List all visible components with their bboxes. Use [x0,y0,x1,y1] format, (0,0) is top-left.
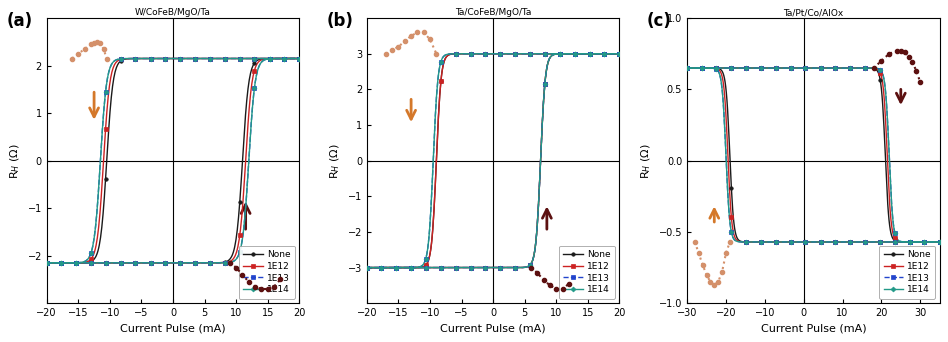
Text: (c): (c) [647,12,671,30]
Legend: None, 1E12, 1E13, 1E14: None, 1E12, 1E13, 1E14 [239,246,295,299]
Title: W/CoFeB/MgO/Ta: W/CoFeB/MgO/Ta [135,8,211,17]
X-axis label: Current Pulse (mA): Current Pulse (mA) [760,324,866,334]
Text: (b): (b) [326,12,354,30]
Legend: None, 1E12, 1E13, 1E14: None, 1E12, 1E13, 1E14 [559,246,615,299]
Text: (a): (a) [7,12,32,30]
Legend: None, 1E12, 1E13, 1E14: None, 1E12, 1E13, 1E14 [879,246,935,299]
X-axis label: Current Pulse (mA): Current Pulse (mA) [120,324,226,334]
Title: Ta/CoFeB/MgO/Ta: Ta/CoFeB/MgO/Ta [455,8,532,17]
Y-axis label: R$_{H}$ (Ω): R$_{H}$ (Ω) [329,143,342,179]
X-axis label: Current Pulse (mA): Current Pulse (mA) [441,324,546,334]
Y-axis label: R$_{H}$ (Ω): R$_{H}$ (Ω) [9,143,22,179]
Title: Ta/Pt/Co/AlOx: Ta/Pt/Co/AlOx [783,8,844,17]
Y-axis label: R$_{H}$ (Ω): R$_{H}$ (Ω) [640,143,653,179]
